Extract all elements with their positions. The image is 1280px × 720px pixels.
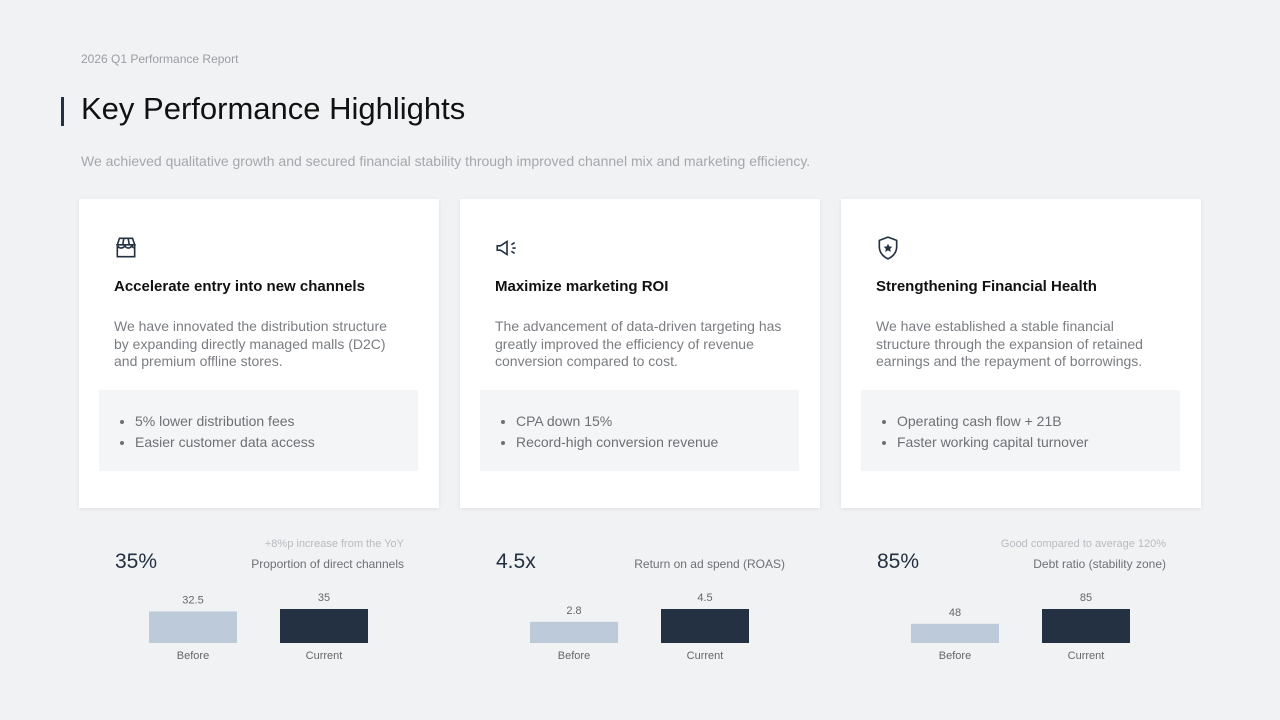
metric: 35% +8%p increase from the YoY Proportion … bbox=[79, 530, 439, 690]
bar-value: 2.8 bbox=[566, 605, 581, 617]
card-title: Maximize marketing ROI bbox=[495, 278, 669, 295]
bar-value: 35 bbox=[318, 592, 330, 604]
card-title: Accelerate entry into new channels bbox=[114, 278, 365, 295]
bar-category: Before bbox=[177, 650, 209, 662]
bar bbox=[1042, 609, 1130, 643]
bar-value: 32.5 bbox=[182, 594, 203, 606]
mini-chart: 2.8 Before 4.5 Current bbox=[530, 592, 749, 662]
bar bbox=[149, 611, 237, 643]
card-icon bbox=[116, 237, 136, 258]
bar bbox=[661, 609, 749, 643]
bar-value: 85 bbox=[1080, 592, 1092, 604]
mini-chart: 48 Before 85 Current bbox=[911, 592, 1130, 662]
metric-value: 85% bbox=[877, 550, 920, 573]
card: Maximize marketing ROI The advancement of… bbox=[460, 199, 820, 508]
metric-label: Debt ratio (stability zone) bbox=[1033, 557, 1166, 571]
bar-category: Current bbox=[687, 650, 724, 662]
bullet: Easier customer data access bbox=[135, 432, 315, 453]
card-bullets: Operating cash flow + 21BFaster working … bbox=[861, 390, 1180, 471]
bar-category: Before bbox=[558, 650, 590, 662]
metric-value: 4.5x bbox=[496, 550, 536, 573]
title: Key Performance Highlights bbox=[81, 91, 466, 126]
bar-value: 48 bbox=[949, 607, 961, 619]
bar bbox=[530, 621, 618, 643]
bar bbox=[911, 623, 999, 643]
bullet-list: 5% lower distribution feesEasier custome… bbox=[99, 411, 315, 453]
bar-category: Current bbox=[1068, 650, 1105, 662]
bullet: Faster working capital turnover bbox=[897, 432, 1088, 453]
card-body: We have established a stable financial s… bbox=[876, 318, 1143, 369]
card: Strengthening Financial Health We have es… bbox=[841, 199, 1201, 508]
bullet: Operating cash flow + 21B bbox=[897, 411, 1088, 432]
metric-value: 35% bbox=[115, 550, 158, 573]
card-title: Strengthening Financial Health bbox=[876, 278, 1097, 295]
bar bbox=[280, 609, 368, 643]
metric-note: +8%p increase from the YoY bbox=[264, 538, 404, 550]
metric: 4.5x Return on ad spend (ROAS) 2.8 Before 4.… bbox=[460, 530, 820, 690]
bullet-list: Operating cash flow + 21BFaster working … bbox=[861, 411, 1088, 453]
card-body: We have innovated the distribution struc… bbox=[114, 318, 387, 369]
card-icon bbox=[878, 236, 898, 260]
subtitle: We achieved qualitative growth and secur… bbox=[81, 153, 811, 169]
bullet-list: CPA down 15%Record-high conversion reven… bbox=[480, 411, 718, 453]
card-icon bbox=[496, 239, 516, 257]
card-bullets: CPA down 15%Record-high conversion reven… bbox=[480, 390, 799, 471]
bar-category: Current bbox=[306, 650, 343, 662]
metric-label: Return on ad spend (ROAS) bbox=[634, 557, 785, 571]
bar-value: 4.5 bbox=[697, 592, 712, 604]
kicker: 2026 Q1 Performance Report bbox=[81, 52, 239, 66]
card: Accelerate entry into new channels We hav… bbox=[79, 199, 439, 508]
title-accent bbox=[61, 97, 64, 126]
card-bullets: 5% lower distribution feesEasier custome… bbox=[99, 390, 418, 471]
bullet: Record-high conversion revenue bbox=[516, 432, 718, 453]
card-body: The advancement of data-driven targeting… bbox=[495, 318, 782, 369]
metric-label: Proportion of direct channels bbox=[251, 557, 404, 571]
bar-category: Before bbox=[939, 650, 971, 662]
metric-note: Good compared to average 120% bbox=[1000, 538, 1166, 550]
mini-chart: 32.5 Before 35 Current bbox=[149, 592, 368, 662]
bullet: 5% lower distribution fees bbox=[135, 411, 315, 432]
metric: 85% Good compared to average 120% Debt rat… bbox=[841, 530, 1201, 690]
bullet: CPA down 15% bbox=[516, 411, 718, 432]
